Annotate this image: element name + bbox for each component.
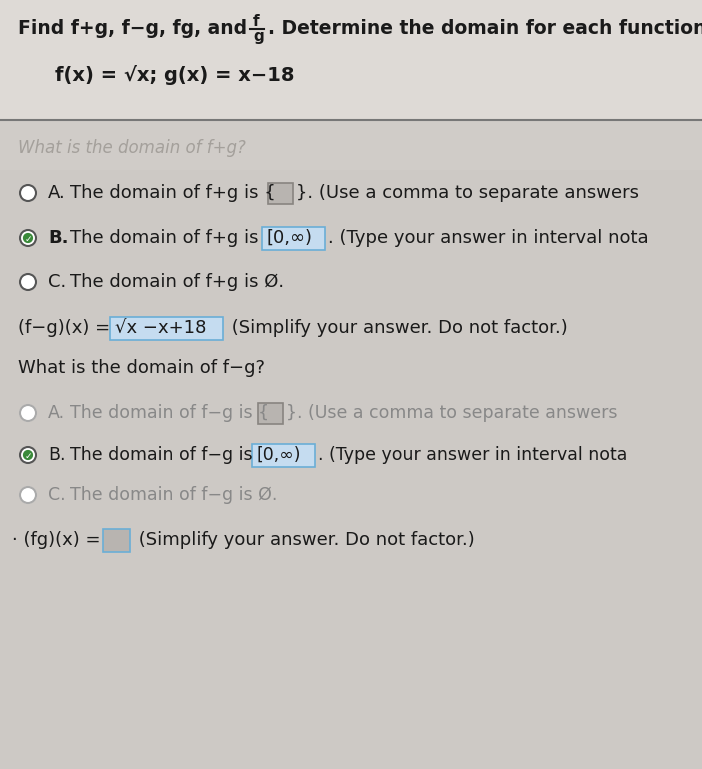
FancyBboxPatch shape	[102, 528, 129, 551]
Circle shape	[20, 487, 36, 503]
Text: f: f	[253, 15, 260, 29]
Text: (Simplify your answer. Do not factor.): (Simplify your answer. Do not factor.)	[133, 531, 475, 549]
Text: What is the domain of f−g?: What is the domain of f−g?	[18, 359, 265, 377]
Text: g: g	[253, 29, 264, 45]
Text: The domain of f+g is Ø.: The domain of f+g is Ø.	[70, 273, 284, 291]
Text: }. (Use a comma to separate answers: }. (Use a comma to separate answers	[296, 184, 639, 202]
FancyBboxPatch shape	[0, 0, 702, 120]
Text: A.: A.	[48, 404, 65, 422]
Text: C.: C.	[48, 273, 66, 291]
Text: B.: B.	[48, 229, 69, 247]
Text: √x −x+18: √x −x+18	[115, 319, 206, 337]
Text: B.: B.	[48, 446, 65, 464]
Text: A.: A.	[48, 184, 66, 202]
Text: The domain of f+g is {: The domain of f+g is {	[70, 184, 276, 202]
Text: [0,∞): [0,∞)	[256, 446, 300, 464]
Text: (Simplify your answer. Do not factor.): (Simplify your answer. Do not factor.)	[226, 319, 568, 337]
Text: Find f+g, f−g, fg, and: Find f+g, f−g, fg, and	[18, 18, 247, 38]
FancyBboxPatch shape	[262, 227, 324, 249]
Circle shape	[20, 274, 36, 290]
Text: f(x) = √x; g(x) = x−18: f(x) = √x; g(x) = x−18	[55, 65, 295, 85]
Text: }. (Use a comma to separate answers: }. (Use a comma to separate answers	[286, 404, 618, 422]
Circle shape	[24, 234, 32, 242]
FancyBboxPatch shape	[258, 402, 282, 424]
Circle shape	[20, 405, 36, 421]
Text: . Determine the domain for each function.: . Determine the domain for each function…	[268, 18, 702, 38]
FancyBboxPatch shape	[110, 317, 223, 339]
Text: The domain of f−g is Ø.: The domain of f−g is Ø.	[70, 486, 277, 504]
Text: [0,∞): [0,∞)	[266, 229, 312, 247]
Circle shape	[20, 230, 36, 246]
Text: What is the domain of f+g?: What is the domain of f+g?	[18, 139, 246, 157]
Circle shape	[24, 451, 32, 459]
Text: . (Type your answer in interval nota: . (Type your answer in interval nota	[318, 446, 628, 464]
Text: (f−g)(x) =: (f−g)(x) =	[18, 319, 110, 337]
Text: ✓: ✓	[25, 451, 32, 461]
FancyBboxPatch shape	[267, 182, 293, 204]
Circle shape	[20, 185, 36, 201]
Text: The domain of f−g is {: The domain of f−g is {	[70, 404, 269, 422]
Text: The domain of f+g is: The domain of f+g is	[70, 229, 258, 247]
Circle shape	[20, 447, 36, 463]
Text: . (Type your answer in interval nota: . (Type your answer in interval nota	[328, 229, 649, 247]
Text: ✓: ✓	[25, 235, 32, 244]
FancyBboxPatch shape	[0, 120, 702, 170]
Text: C.: C.	[48, 486, 65, 504]
FancyBboxPatch shape	[251, 444, 314, 467]
Text: · (fg)(x) =: · (fg)(x) =	[12, 531, 100, 549]
Text: The domain of f−g is: The domain of f−g is	[70, 446, 253, 464]
